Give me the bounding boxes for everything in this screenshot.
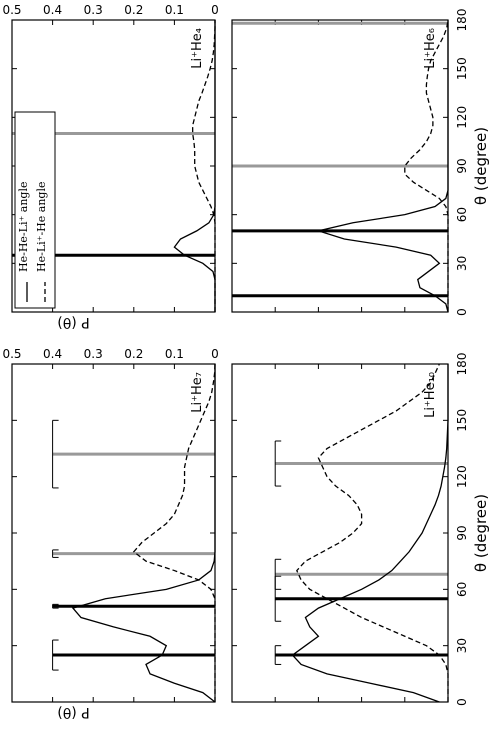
y-tick-label: 0.2 [124,3,143,17]
x-tick-label: 60 [455,582,469,597]
x-tick-label: 120 [455,106,469,129]
x-tick-label: 150 [455,409,469,432]
x-tick-label: 60 [455,207,469,222]
x-axis-label: θ (degree) [472,127,490,205]
x-tick-label: 30 [455,256,469,271]
panel-frame [231,363,449,703]
panel-title: Li⁺He₁₀ [423,372,438,418]
x-axis-label: θ (degree) [472,494,490,572]
y-tick-label: 0.3 [84,347,103,361]
y-axis-label: P (θ) [57,704,89,720]
y-tick-label: 0 [211,347,219,361]
panel: 0 30 60 90 120 150 180 Li⁺He₁₀ θ (degree) [231,353,490,706]
x-tick-label: 0 [455,698,469,706]
y-tick-label: 0.3 [84,3,103,17]
y-axis-label: P (θ) [57,314,89,330]
legend-box [14,111,56,309]
x-tick-label: 180 [455,9,469,32]
x-tick-label: 30 [455,638,469,653]
x-tick-label: 90 [455,158,469,173]
y-tick-label: 0.4 [43,3,62,17]
panel-frame [231,19,449,313]
panel-title: Li⁺He₆ [423,28,438,69]
y-tick-label: 0.5 [2,3,21,17]
curve [132,363,216,702]
legend: He-He-Li⁺ angle He-Li⁺-He angle [14,111,56,309]
y-tick-label: 0.1 [165,3,184,17]
legend-label: He-Li⁺-He angle [35,182,48,272]
curve [71,364,216,703]
panel-title: Li⁺He₇ [190,372,205,413]
panel: 0 0.1 0.2 0.3 0.4 0.5 Li⁺He₇ P (θ) [2,347,218,720]
legend-label: He-He-Li⁺ angle [17,182,30,272]
x-tick-label: 180 [455,353,469,376]
panel-frame [11,363,216,703]
panel-frame [11,19,216,313]
y-tick-label: 0 [211,3,219,17]
curve [296,363,449,702]
panel: 0 30 60 90 120 150 180 Li⁺He₆ θ (degree) [231,9,490,316]
x-tick-label: 120 [455,465,469,488]
x-tick-label: 0 [455,308,469,316]
y-tick-label: 0.1 [165,347,184,361]
y-tick-label: 0.2 [124,347,143,361]
panel-title: Li⁺He₄ [190,28,205,69]
x-tick-label: 150 [455,57,469,80]
x-tick-label: 90 [455,525,469,540]
y-tick-label: 0.4 [43,347,62,361]
y-tick-label: 0.5 [2,347,21,361]
